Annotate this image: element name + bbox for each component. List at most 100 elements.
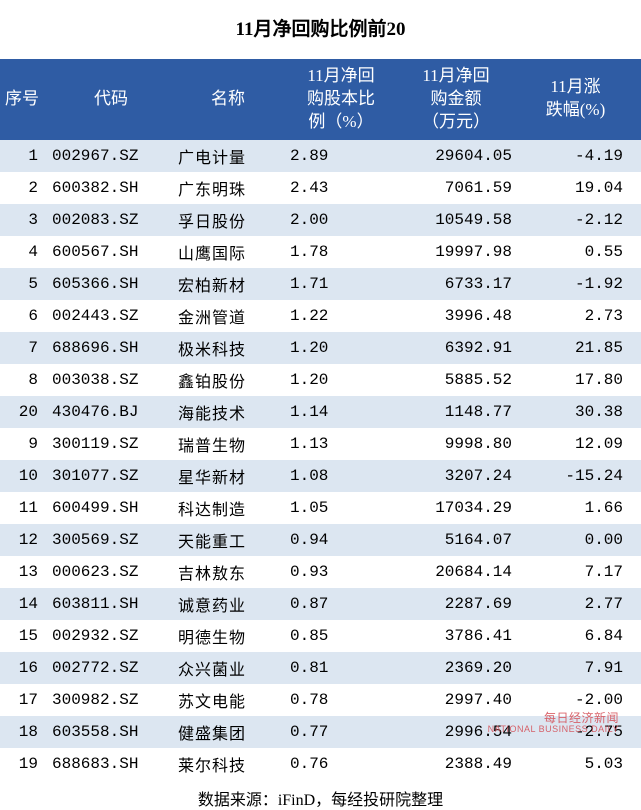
cell-name: 金洲管道 (172, 300, 284, 332)
cell-seq: 9 (0, 428, 44, 460)
buyback-table: 序号代码名称11月净回购股本比例（%）11月净回购金额（万元）11月涨跌幅(%)… (0, 59, 641, 780)
column-header-ratio: 11月净回购股本比例（%） (284, 59, 398, 140)
cell-ratio: 2.00 (284, 204, 398, 236)
cell-ratio: 1.08 (284, 460, 398, 492)
cell-seq: 7 (0, 332, 44, 364)
cell-seq: 3 (0, 204, 44, 236)
cell-ratio: 2.89 (284, 140, 398, 172)
cell-code: 300119.SZ (44, 428, 172, 460)
cell-seq: 10 (0, 460, 44, 492)
table-row: 7688696.SH极米科技1.206392.9121.85 (0, 332, 641, 364)
cell-amount: 3786.41 (398, 620, 526, 652)
table-row: 12300569.SZ天能重工0.945164.070.00 (0, 524, 641, 556)
cell-seq: 5 (0, 268, 44, 300)
cell-name: 众兴菌业 (172, 652, 284, 684)
cell-ratio: 2.43 (284, 172, 398, 204)
cell-code: 003038.SZ (44, 364, 172, 396)
cell-ratio: 1.14 (284, 396, 398, 428)
cell-seq: 1 (0, 140, 44, 172)
table-row: 19688683.SH莱尔科技0.762388.495.03 (0, 748, 641, 780)
cell-seq: 13 (0, 556, 44, 588)
cell-amount: 1148.77 (398, 396, 526, 428)
cell-name: 健盛集团 (172, 716, 284, 748)
table-row: 2600382.SH广东明珠2.437061.5919.04 (0, 172, 641, 204)
column-header-amt: 11月净回购金额（万元） (398, 59, 526, 140)
cell-change: -1.92 (526, 268, 641, 300)
cell-change: 12.09 (526, 428, 641, 460)
cell-seq: 2 (0, 172, 44, 204)
cell-name: 极米科技 (172, 332, 284, 364)
cell-change: 1.66 (526, 492, 641, 524)
cell-amount: 17034.29 (398, 492, 526, 524)
cell-ratio: 1.71 (284, 268, 398, 300)
cell-code: 002932.SZ (44, 620, 172, 652)
cell-change: -15.24 (526, 460, 641, 492)
cell-ratio: 1.05 (284, 492, 398, 524)
cell-code: 300569.SZ (44, 524, 172, 556)
cell-change: 5.03 (526, 748, 641, 780)
cell-code: 002967.SZ (44, 140, 172, 172)
cell-code: 300982.SZ (44, 684, 172, 716)
cell-amount: 2369.20 (398, 652, 526, 684)
cell-name: 吉林敖东 (172, 556, 284, 588)
cell-seq: 6 (0, 300, 44, 332)
cell-amount: 5164.07 (398, 524, 526, 556)
table-header: 序号代码名称11月净回购股本比例（%）11月净回购金额（万元）11月涨跌幅(%) (0, 59, 641, 140)
column-header-code: 代码 (44, 59, 172, 140)
table-body: 1002967.SZ广电计量2.8929604.05-4.192600382.S… (0, 140, 641, 780)
cell-ratio: 0.76 (284, 748, 398, 780)
table-row: 1002967.SZ广电计量2.8929604.05-4.19 (0, 140, 641, 172)
cell-ratio: 1.20 (284, 364, 398, 396)
cell-ratio: 0.77 (284, 716, 398, 748)
cell-name: 广东明珠 (172, 172, 284, 204)
table-row: 9300119.SZ瑞普生物1.139998.8012.09 (0, 428, 641, 460)
cell-ratio: 0.81 (284, 652, 398, 684)
cell-amount: 6733.17 (398, 268, 526, 300)
cell-change: 19.04 (526, 172, 641, 204)
cell-name: 广电计量 (172, 140, 284, 172)
table-row: 5605366.SH宏柏新材1.716733.17-1.92 (0, 268, 641, 300)
cell-amount: 2388.49 (398, 748, 526, 780)
cell-ratio: 0.87 (284, 588, 398, 620)
table-title: 11月净回购比例前20 (0, 0, 641, 59)
cell-code: 600382.SH (44, 172, 172, 204)
cell-seq: 11 (0, 492, 44, 524)
cell-code: 600499.SH (44, 492, 172, 524)
table-row: 3002083.SZ孚日股份2.0010549.58-2.12 (0, 204, 641, 236)
cell-code: 430476.BJ (44, 396, 172, 428)
cell-change: 6.84 (526, 620, 641, 652)
cell-seq: 15 (0, 620, 44, 652)
cell-change: 2.77 (526, 588, 641, 620)
cell-change: -4.19 (526, 140, 641, 172)
cell-name: 天能重工 (172, 524, 284, 556)
cell-change: 21.85 (526, 332, 641, 364)
cell-amount: 29604.05 (398, 140, 526, 172)
table-row: 14603811.SH诚意药业0.872287.692.77 (0, 588, 641, 620)
cell-amount: 2287.69 (398, 588, 526, 620)
cell-code: 002083.SZ (44, 204, 172, 236)
cell-code: 603558.SH (44, 716, 172, 748)
table-row: 15002932.SZ明德生物0.853786.416.84 (0, 620, 641, 652)
cell-amount: 9998.80 (398, 428, 526, 460)
cell-name: 海能技术 (172, 396, 284, 428)
cell-ratio: 1.20 (284, 332, 398, 364)
cell-name: 明德生物 (172, 620, 284, 652)
cell-code: 002443.SZ (44, 300, 172, 332)
cell-change: 0.55 (526, 236, 641, 268)
cell-ratio: 0.94 (284, 524, 398, 556)
cell-ratio: 1.13 (284, 428, 398, 460)
cell-name: 鑫铂股份 (172, 364, 284, 396)
cell-amount: 3207.24 (398, 460, 526, 492)
column-header-seq: 序号 (0, 59, 44, 140)
cell-code: 600567.SH (44, 236, 172, 268)
cell-seq: 16 (0, 652, 44, 684)
cell-name: 孚日股份 (172, 204, 284, 236)
data-source: 数据来源：iFinD，每经投研院整理 (0, 780, 641, 810)
cell-code: 000623.SZ (44, 556, 172, 588)
table-row: 13000623.SZ吉林敖东0.9320684.147.17 (0, 556, 641, 588)
cell-amount: 6392.91 (398, 332, 526, 364)
cell-ratio: 0.85 (284, 620, 398, 652)
cell-name: 苏文电能 (172, 684, 284, 716)
cell-change: 17.80 (526, 364, 641, 396)
cell-change: 2.73 (526, 300, 641, 332)
